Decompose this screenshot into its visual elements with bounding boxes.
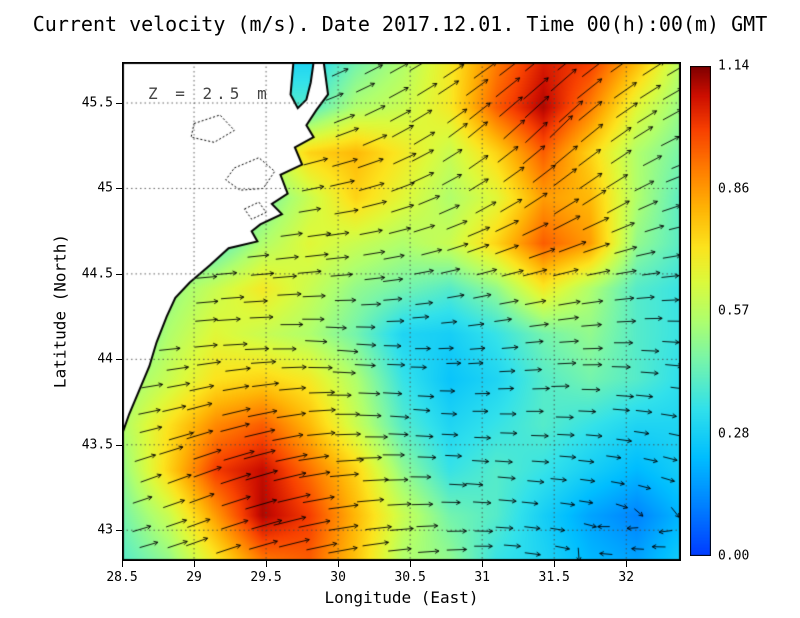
y-tick-label: 45	[97, 180, 113, 196]
x-tick-mark	[194, 561, 196, 567]
y-tick-mark	[116, 530, 122, 532]
y-tick-mark	[116, 188, 122, 190]
plot-area: Z = 2.5 m 28.5 29 29.5 30 30.5 31 31.5 32 43 43.5…	[82, 62, 681, 585]
heatmap-canvas	[122, 62, 681, 561]
y-tick-mark	[116, 359, 122, 361]
y-axis-label: Latitude (North)	[50, 233, 70, 389]
x-tick-label: 29	[186, 570, 202, 585]
colorbar: 1.14 0.86 0.57 0.28 0.00	[690, 59, 749, 564]
y-tick-mark	[116, 444, 122, 446]
colorbar-tick-label: 0.86	[718, 181, 750, 196]
colorbar-canvas	[690, 66, 711, 556]
x-tick-mark	[626, 561, 628, 567]
x-tick-mark	[410, 561, 412, 567]
y-tick-mark	[116, 103, 122, 104]
y-tick-label: 44.5	[81, 266, 113, 282]
y-tick-label: 45.5	[81, 95, 113, 111]
colorbar-tick-label: 0.00	[718, 548, 750, 564]
colorbar-tick-label: 0.28	[718, 426, 750, 441]
x-axis-label: Longitude (East)	[324, 588, 479, 607]
x-tick-label: 29.5	[250, 570, 282, 585]
x-tick-mark	[122, 561, 123, 567]
x-tick-label: 31	[474, 570, 490, 585]
depth-annotation: Z = 2.5 m	[148, 84, 271, 103]
x-tick-label: 31.5	[538, 570, 570, 585]
x-tick-label: 30	[330, 570, 346, 585]
x-tick-label: 30.5	[394, 570, 426, 585]
y-tick-label: 44	[97, 351, 113, 367]
colorbar-tick-label: 0.57	[718, 303, 750, 319]
x-tick-mark	[554, 561, 556, 567]
colorbar-tick-label: 1.14	[718, 58, 750, 74]
x-tick-label: 28.5	[106, 570, 138, 585]
chart-title: Current velocity (m/s). Date 2017.12.01.…	[32, 12, 768, 36]
x-tick-mark	[266, 561, 268, 567]
x-tick-mark	[338, 561, 340, 567]
y-tick-label: 43.5	[81, 437, 113, 453]
y-tick-label: 43	[97, 522, 113, 538]
y-tick-mark	[116, 273, 122, 275]
x-tick-mark	[482, 561, 484, 567]
x-tick-label: 32	[618, 570, 635, 585]
